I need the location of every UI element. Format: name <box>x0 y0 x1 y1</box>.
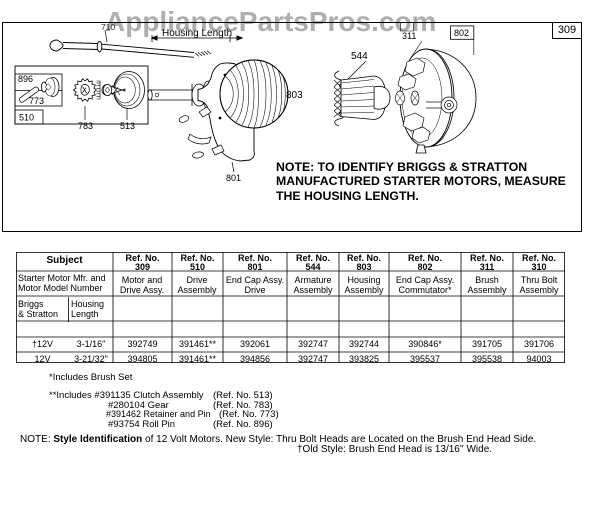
svg-text:513: 513 <box>120 121 135 131</box>
svg-text:710: 710 <box>101 22 115 32</box>
svg-text:803: 803 <box>286 90 303 101</box>
svg-text:896: 896 <box>18 74 33 84</box>
svg-text:311: 311 <box>402 31 416 41</box>
svg-text:510: 510 <box>19 113 34 123</box>
svg-text:Housing Length: Housing Length <box>162 28 232 39</box>
svg-text:783: 783 <box>78 121 93 131</box>
svg-text:544: 544 <box>351 51 368 62</box>
svg-text:773: 773 <box>29 96 44 106</box>
svg-text:802: 802 <box>454 28 469 38</box>
svg-text:801: 801 <box>226 173 241 183</box>
